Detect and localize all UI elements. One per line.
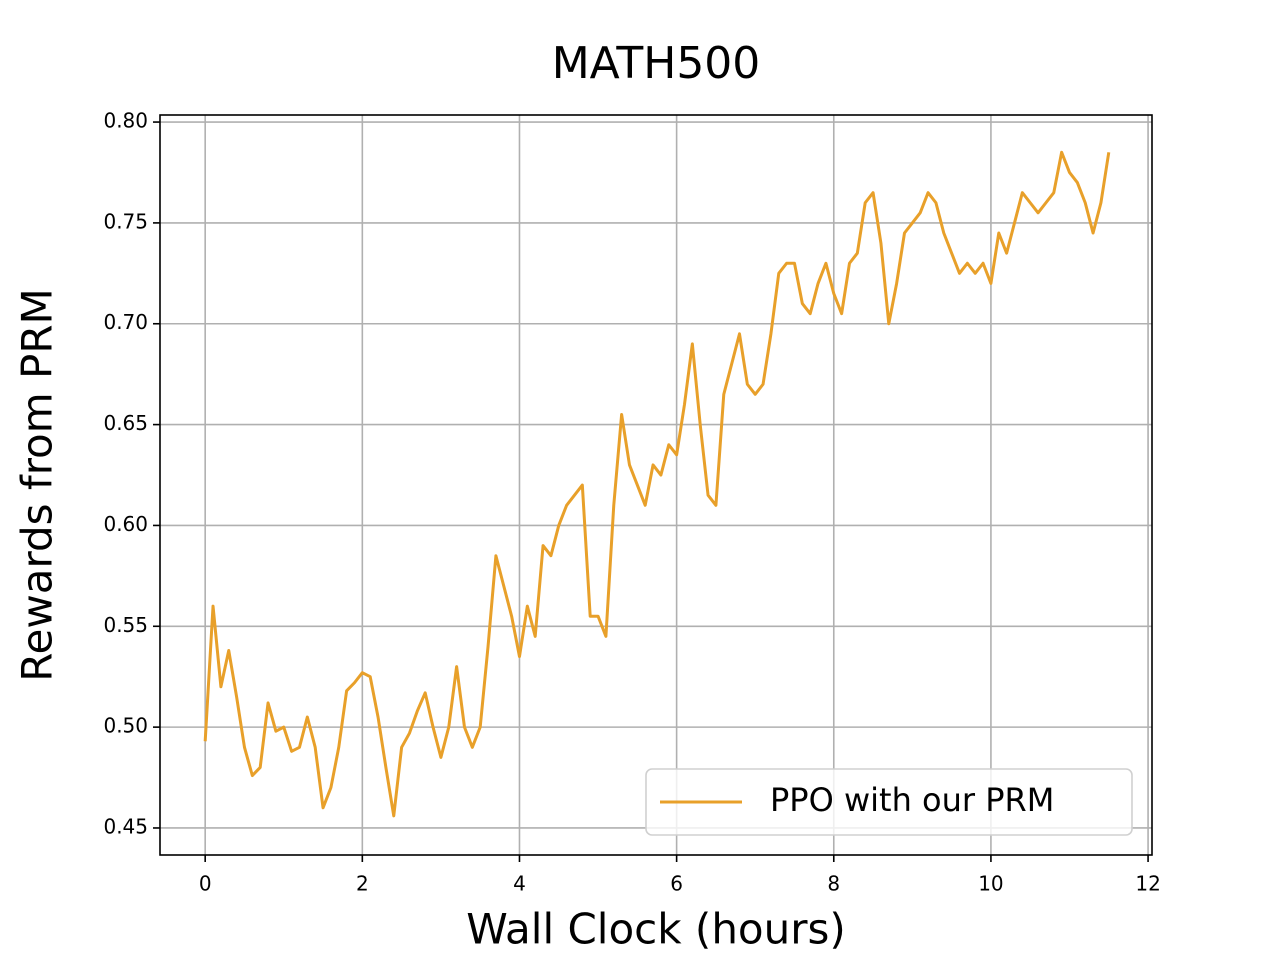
y-tick-label: 0.45 <box>103 814 148 838</box>
y-tick-label: 0.65 <box>103 411 148 435</box>
y-tick-label: 0.60 <box>103 512 148 536</box>
y-tick-label: 0.70 <box>103 310 148 334</box>
x-tick-label: 8 <box>827 872 840 896</box>
y-tick-label: 0.50 <box>103 714 148 738</box>
legend-box <box>645 768 1133 836</box>
y-tick-label: 0.75 <box>103 209 148 233</box>
x-tick-label: 10 <box>978 872 1003 896</box>
legend-label: PPO with our PRM <box>770 781 1054 819</box>
data-line <box>203 150 1111 818</box>
chart-title: MATH500 <box>552 38 761 89</box>
x-tick-label: 0 <box>199 872 212 896</box>
x-tick-label: 2 <box>356 872 369 896</box>
x-tick-label: 12 <box>1135 872 1160 896</box>
y-tick-label: 0.55 <box>103 613 148 637</box>
plot-frame <box>159 114 1153 856</box>
x-tick-label: 6 <box>670 872 683 896</box>
x-axis-label: Wall Clock (hours) <box>466 905 846 954</box>
y-axis-label: Rewards from PRM <box>13 288 62 681</box>
x-tick-label: 4 <box>513 872 526 896</box>
y-tick-label: 0.80 <box>103 109 148 133</box>
